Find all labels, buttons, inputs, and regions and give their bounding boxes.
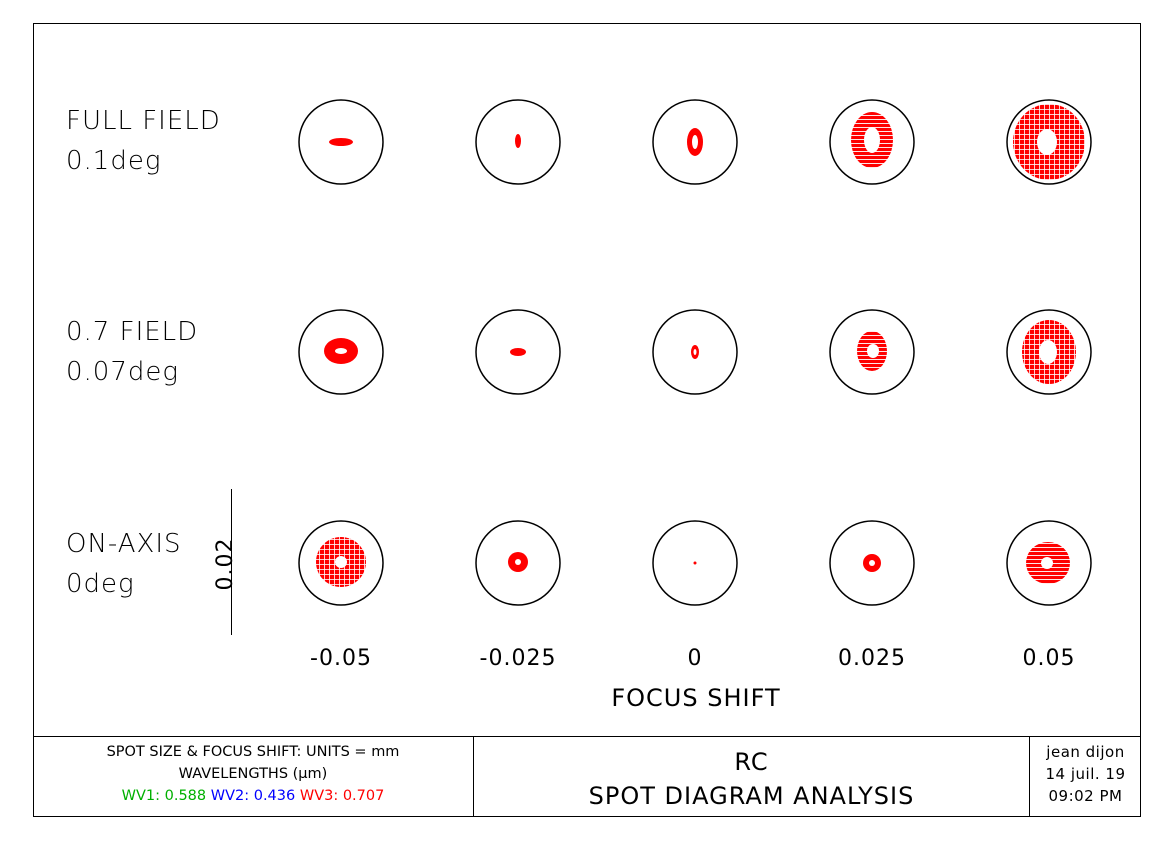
spot-hole xyxy=(515,559,521,565)
wavelength-list: WV1: 0.588 WV2: 0.436 WV3: 0.707 xyxy=(33,785,473,807)
spot-cell-r1-c1 xyxy=(298,99,384,185)
spot-hole xyxy=(1039,340,1057,364)
focus-shift-label: -0.05 xyxy=(310,646,372,671)
analysis-title: SPOT DIAGRAM ANALYSIS xyxy=(588,782,915,810)
spot-circle xyxy=(1006,309,1092,395)
row-label-on-axis: ON-AXIS 0deg xyxy=(66,524,182,604)
focus-axis-title: FOCUS SHIFT xyxy=(611,684,781,712)
spot xyxy=(693,561,697,565)
spot-cell-r1-c4 xyxy=(829,99,915,185)
spot-circle xyxy=(652,309,738,395)
spot xyxy=(510,348,526,356)
spot-cell-r1-c5 xyxy=(1006,99,1092,185)
spot-cell-r3-c2 xyxy=(475,520,561,606)
spot-circle xyxy=(652,520,738,606)
spot-circle xyxy=(298,99,384,185)
info-panel: jean dijon 14 juil. 19 09:02 PM xyxy=(1030,737,1141,817)
scale-bar xyxy=(231,489,232,635)
spot-cell-r3-c4 xyxy=(829,520,915,606)
row-label-angle: 0.07deg xyxy=(66,357,179,387)
author: jean dijon xyxy=(1046,743,1125,761)
wavelength-1: WV1: 0.588 xyxy=(121,788,207,804)
spot-cell-r2-c4 xyxy=(829,309,915,395)
spot-circle xyxy=(475,520,561,606)
spot-circle xyxy=(298,520,384,606)
row-label-0-7-field: 0.7 FIELD 0.07deg xyxy=(66,312,198,392)
spot-circle xyxy=(652,99,738,185)
spot-hole xyxy=(867,344,879,358)
spot-circle xyxy=(1006,99,1092,185)
spot-cell-r2-c1 xyxy=(298,309,384,395)
units-panel: SPOT SIZE & FOCUS SHIFT: UNITS = mm WAVE… xyxy=(33,737,474,817)
spot-cell-r2-c2 xyxy=(475,309,561,395)
spot-cell-r3-c3 xyxy=(652,520,738,606)
spot-hole xyxy=(692,135,698,149)
spot-circle xyxy=(829,99,915,185)
spot-hole xyxy=(335,556,347,568)
units-line: SPOT SIZE & FOCUS SHIFT: UNITS = mm xyxy=(106,744,400,760)
design-name: RC xyxy=(734,748,769,776)
spot-circle xyxy=(1006,520,1092,606)
spot-cell-r2-c5 xyxy=(1006,309,1092,395)
row-label-title: 0.7 FIELD xyxy=(66,317,199,347)
spot-circle xyxy=(298,309,384,395)
spot-cell-r3-c5 xyxy=(1006,520,1092,606)
focus-shift-label: 0.05 xyxy=(1022,646,1076,671)
row-label-title: FULL FIELD xyxy=(66,106,221,136)
spot-circle xyxy=(475,99,561,185)
spot-circle xyxy=(475,309,561,395)
spot xyxy=(329,138,353,146)
date: 14 juil. 19 xyxy=(1045,765,1126,783)
plot-frame xyxy=(33,23,1141,817)
time: 09:02 PM xyxy=(1048,787,1123,805)
wavelength-2: WV2: 0.436 xyxy=(210,788,296,804)
focus-shift-label: 0 xyxy=(687,646,703,671)
wavelengths-heading: WAVELENGTHS (μm) xyxy=(178,766,328,782)
wavelength-3: WV3: 0.707 xyxy=(299,788,385,804)
spot-circle xyxy=(829,309,915,395)
focus-shift-label: -0.025 xyxy=(479,646,557,671)
row-label-full-field: FULL FIELD 0.1deg xyxy=(66,101,221,181)
row-label-angle: 0.1deg xyxy=(66,146,162,176)
spot-hole xyxy=(864,127,880,153)
spot-cell-r3-c1 xyxy=(298,520,384,606)
spot xyxy=(515,134,521,148)
spot-hole xyxy=(1041,557,1053,569)
focus-shift-label: 0.025 xyxy=(838,646,906,671)
title-block: SPOT SIZE & FOCUS SHIFT: UNITS = mm WAVE… xyxy=(33,736,1141,817)
spot-hole xyxy=(1037,129,1057,155)
title-panel: RC SPOT DIAGRAM ANALYSIS xyxy=(474,737,1030,817)
row-label-title: ON-AXIS xyxy=(66,529,182,559)
row-label-angle: 0deg xyxy=(66,569,135,599)
spot-hole xyxy=(335,348,347,354)
spot-cell-r2-c3 xyxy=(652,309,738,395)
spot-cell-r1-c3 xyxy=(652,99,738,185)
spot-hole xyxy=(869,560,875,566)
spot-hole xyxy=(693,349,697,355)
spot-cell-r1-c2 xyxy=(475,99,561,185)
spot-circle xyxy=(829,520,915,606)
